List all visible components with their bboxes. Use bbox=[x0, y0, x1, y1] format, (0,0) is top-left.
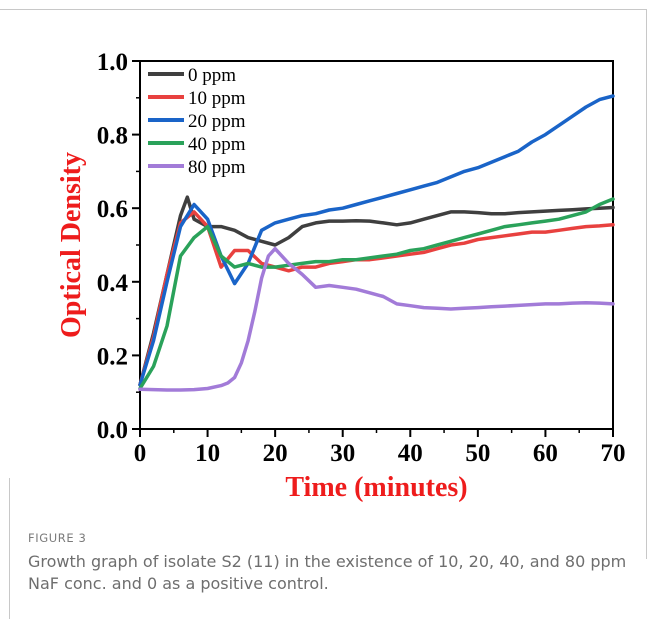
x-tick-label: 10 bbox=[195, 440, 220, 467]
x-tick-label: 30 bbox=[330, 440, 355, 467]
figure-caption: Growth graph of isolate S2 (11) in the e… bbox=[28, 552, 627, 593]
x-axis-label: Time (minutes) bbox=[285, 472, 467, 503]
x-tick-label: 20 bbox=[263, 440, 288, 467]
figure-frame-right bbox=[646, 9, 647, 559]
series-line-80-ppm bbox=[138, 246, 615, 392]
legend-label: 80 ppm bbox=[188, 157, 246, 178]
figure-frame-top bbox=[0, 9, 646, 10]
series-line-40-ppm bbox=[138, 197, 615, 391]
legend-label: 0 ppm bbox=[188, 65, 236, 86]
x-tick-label: 40 bbox=[398, 440, 423, 467]
x-tick-label: 70 bbox=[601, 440, 626, 467]
y-tick-label: 0.2 bbox=[97, 343, 128, 370]
y-tick-label: 1.0 bbox=[97, 49, 128, 76]
legend-label: 20 ppm bbox=[188, 111, 246, 132]
plot-layer: 0 10 20 30 40 50 60 70 0.0 0.2 0.4 0.6 0.8 1.0 Time (m… bbox=[56, 49, 626, 503]
y-tick-label: 0.4 bbox=[97, 270, 129, 297]
y-tick-label: 0.0 bbox=[97, 417, 128, 444]
y-tick-label: 0.8 bbox=[97, 123, 128, 150]
x-tick-label: 60 bbox=[533, 440, 558, 467]
y-tick-label: 0.6 bbox=[97, 196, 128, 223]
figure-frame-left bbox=[9, 478, 10, 619]
legend-label: 10 ppm bbox=[188, 88, 246, 109]
x-tick-label: 0 bbox=[134, 440, 147, 467]
figure-label: FIGURE 3 bbox=[28, 531, 87, 545]
y-axis-label: Optical Density bbox=[56, 152, 87, 338]
line-chart: 0 10 20 30 40 50 60 70 0.0 0.2 0.4 0.6 0.8 1.0 Time (m… bbox=[56, 49, 626, 503]
legend-label: 40 ppm bbox=[188, 134, 246, 155]
x-tick-label: 50 bbox=[465, 440, 490, 467]
series-line-10-ppm bbox=[138, 210, 615, 387]
